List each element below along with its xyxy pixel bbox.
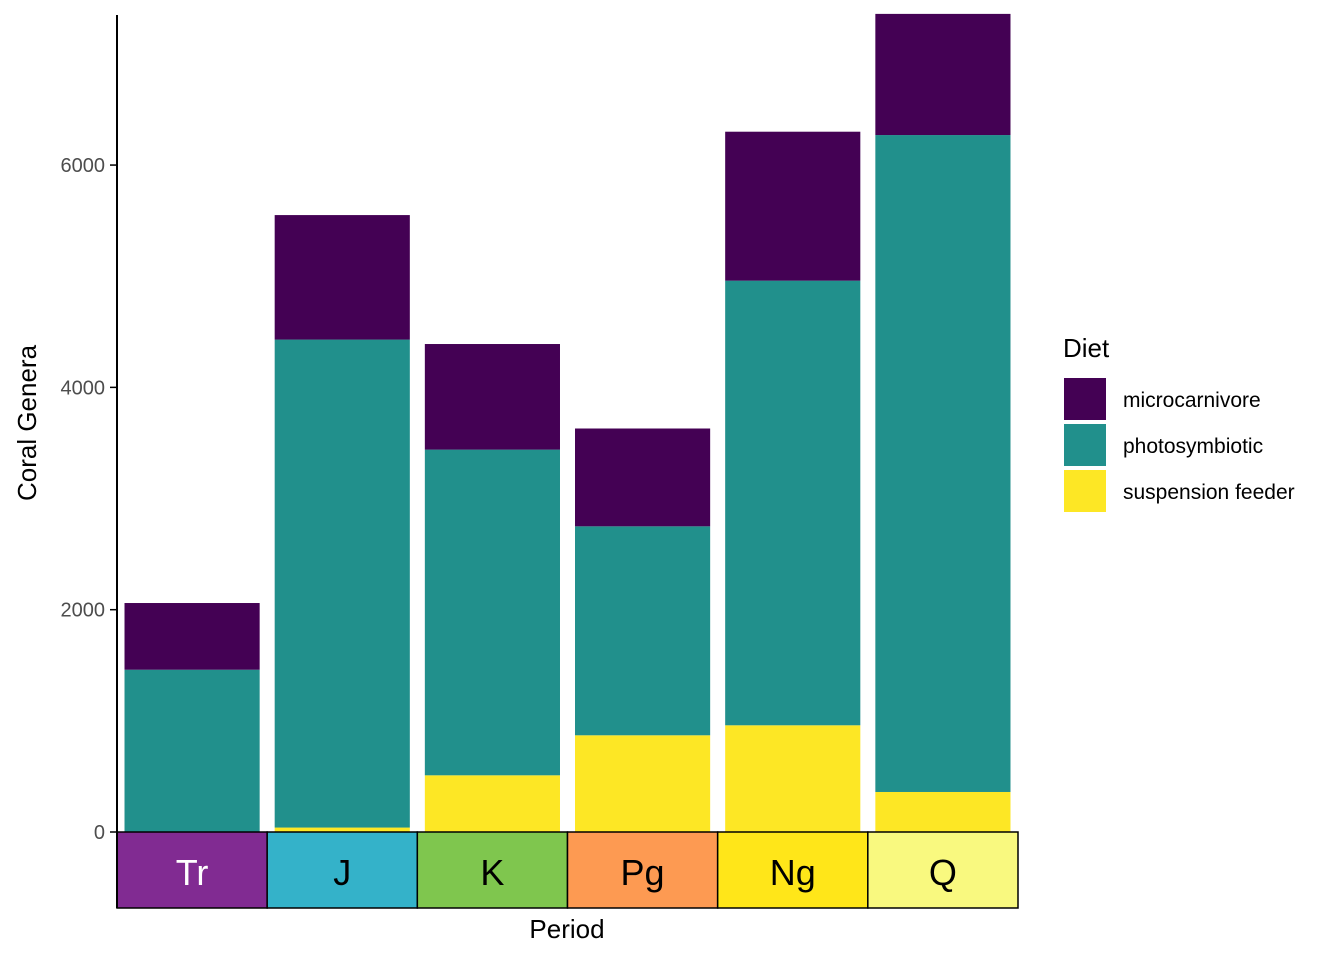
bar-ng-microcarnivore bbox=[725, 131, 861, 281]
bar-ng-photosymbiotic bbox=[725, 280, 861, 726]
bar-layer bbox=[124, 13, 1011, 832]
legend-label-suspension-feeder: suspension feeder bbox=[1123, 481, 1295, 504]
bar-k-microcarnivore bbox=[424, 344, 560, 450]
legend-key-photosymbiotic bbox=[1064, 424, 1106, 466]
y-tick-label-2000: 2000 bbox=[61, 600, 106, 622]
bar-pg-microcarnivore bbox=[575, 428, 711, 527]
bar-j-suspension-feeder bbox=[274, 827, 410, 832]
y-tick-label-0: 0 bbox=[94, 822, 105, 844]
legend-key-suspension-feeder bbox=[1064, 470, 1106, 512]
bar-tr-photosymbiotic bbox=[124, 669, 260, 832]
bar-j-photosymbiotic bbox=[274, 339, 410, 828]
legend-key-microcarnivore bbox=[1064, 378, 1106, 420]
y-tick-label-6000: 6000 bbox=[61, 155, 106, 177]
bar-pg-photosymbiotic bbox=[575, 526, 711, 736]
period-box-ng bbox=[716, 831, 869, 909]
period-label-ng: Ng bbox=[770, 852, 816, 893]
y-axis-ticks: 0 2000 4000 6000 bbox=[61, 155, 117, 844]
period-label-q: Q bbox=[929, 852, 957, 893]
period-label-j: J bbox=[333, 852, 351, 893]
legend-label-photosymbiotic: photosymbiotic bbox=[1123, 435, 1263, 458]
bar-ng-suspension-feeder bbox=[725, 725, 861, 832]
y-axis-title: Coral Genera bbox=[12, 344, 42, 501]
period-label-k: K bbox=[480, 852, 504, 893]
bar-q-microcarnivore bbox=[875, 13, 1011, 136]
bar-q-photosymbiotic bbox=[875, 135, 1011, 792]
bar-k-photosymbiotic bbox=[424, 449, 560, 776]
period-box-pg bbox=[566, 831, 719, 909]
period-box-tr bbox=[116, 831, 268, 909]
bar-q-suspension-feeder bbox=[875, 791, 1011, 832]
period-label-tr: Tr bbox=[176, 852, 209, 893]
legend-title: Diet bbox=[1063, 333, 1110, 363]
bar-tr-microcarnivore bbox=[124, 603, 260, 670]
y-tick-label-4000: 4000 bbox=[61, 377, 106, 399]
period-box-j bbox=[266, 831, 419, 909]
legend-label-microcarnivore: microcarnivore bbox=[1123, 389, 1261, 412]
period-label-pg: Pg bbox=[621, 852, 665, 893]
x-axis-title: Period bbox=[529, 914, 604, 944]
period-box-q bbox=[867, 831, 1019, 909]
legend: Diet microcarnivore photosymbiotic suspens… bbox=[1063, 333, 1295, 512]
bar-j-microcarnivore bbox=[274, 215, 410, 340]
period-strip: Tr J K Pg Ng Q bbox=[116, 831, 1019, 909]
bar-k-suspension-feeder bbox=[424, 775, 560, 832]
bar-pg-suspension-feeder bbox=[575, 735, 711, 832]
